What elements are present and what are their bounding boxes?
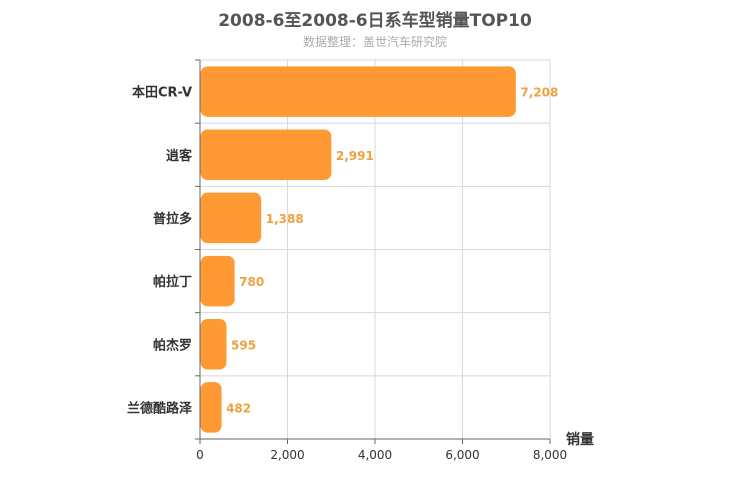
bar xyxy=(200,255,235,307)
bar xyxy=(200,192,262,244)
data-label: 482 xyxy=(226,401,251,415)
category-label: 兰德酷路泽 xyxy=(127,400,193,416)
bar xyxy=(200,129,332,181)
x-tick-label: 2,000 xyxy=(270,448,304,462)
data-label: 595 xyxy=(231,338,256,352)
x-axis-title: 销量 xyxy=(566,431,594,448)
chart-title: 2008-6至2008-6日系车型销量TOP10 xyxy=(218,11,532,31)
data-label: 780 xyxy=(239,275,264,289)
data-label: 7,208 xyxy=(520,86,558,100)
bar xyxy=(200,66,516,117)
data-label: 1,388 xyxy=(266,212,304,226)
x-tick-label: 6,000 xyxy=(445,448,479,462)
category-label: 本田CR-V xyxy=(132,85,192,101)
axes xyxy=(195,59,551,444)
category-label: 普拉多 xyxy=(153,211,192,227)
x-tick-label: 4,000 xyxy=(358,448,392,462)
labels: 本田CR-V 7,208 逍客 2,991 普拉多 1,388 帕拉丁 780 帕杰罗 595 兰德… xyxy=(127,85,567,462)
x-tick-label: 8,000 xyxy=(533,448,567,462)
category-label: 帕拉丁 xyxy=(153,274,192,290)
bar xyxy=(200,382,222,433)
data-label: 2,991 xyxy=(336,149,374,163)
bar xyxy=(200,318,227,370)
category-label: 逍客 xyxy=(166,148,193,164)
category-label: 帕杰罗 xyxy=(153,337,192,353)
x-tick-label: 0 xyxy=(196,448,204,462)
bars xyxy=(200,66,516,433)
chart-subtitle: 数据整理：盖世汽车研究院 xyxy=(302,35,447,49)
